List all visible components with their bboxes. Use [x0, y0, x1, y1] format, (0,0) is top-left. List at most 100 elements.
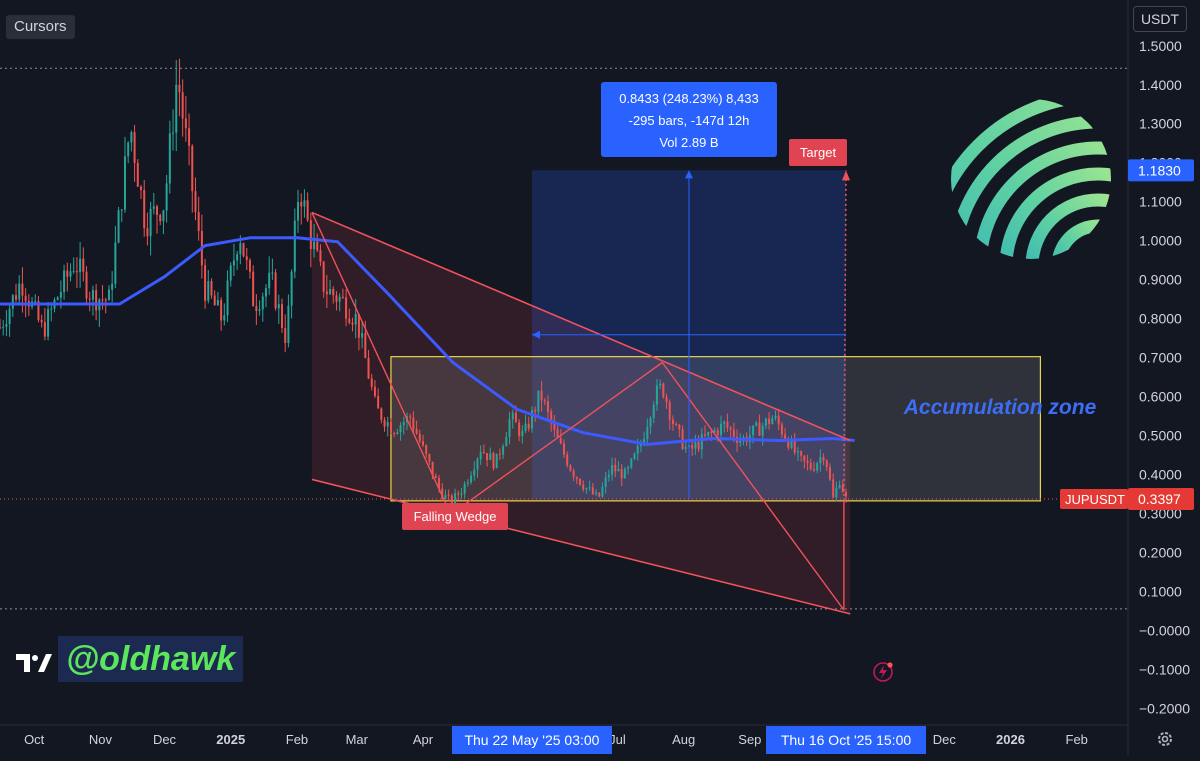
candle-body [24, 295, 27, 302]
candle-body [540, 390, 543, 401]
candle-body [665, 396, 668, 403]
candle-body [655, 385, 658, 405]
candle-body [425, 445, 428, 455]
candle-body [514, 412, 517, 423]
candle-body [47, 309, 50, 337]
candle-body [274, 272, 277, 309]
candle-body [264, 288, 267, 297]
candle-body [335, 295, 338, 302]
candle-body [402, 422, 405, 426]
candle-body [143, 189, 146, 229]
candle-body [543, 400, 546, 402]
candle-body [277, 304, 280, 309]
candle-body [521, 430, 524, 437]
candle-body [697, 442, 700, 450]
zigzag-segment [661, 362, 845, 611]
time-tick-label: Aug [672, 732, 695, 747]
candle-body [796, 451, 799, 453]
candle-body [303, 200, 306, 207]
candle-body [716, 430, 719, 436]
falling-wedge-label-bg [402, 503, 508, 530]
candle-body [633, 453, 636, 459]
candle-body [671, 419, 674, 425]
time-tick-label: Jul [609, 732, 626, 747]
candle-body [364, 333, 367, 358]
candle-body [546, 401, 549, 412]
candle-body [412, 417, 415, 430]
candle-body [460, 493, 463, 495]
candle-body [623, 468, 626, 479]
falling-wedge-label: Falling Wedge [414, 509, 497, 524]
candle-body [79, 258, 82, 273]
candle-body [223, 315, 226, 321]
candle-body [123, 156, 126, 210]
candle-body [204, 265, 207, 301]
symbol-tag-bg [1060, 489, 1128, 510]
candle-body [569, 465, 572, 471]
candle-body [72, 271, 75, 273]
currency-selector[interactable]: USDT [1133, 6, 1187, 32]
candle-body [784, 434, 787, 439]
candle-body [771, 418, 774, 424]
candle-body [255, 306, 258, 311]
candle-body [479, 452, 482, 460]
price-tick-label: 0.5000 [1139, 428, 1182, 444]
candle-body [271, 272, 274, 274]
candle-body [66, 270, 69, 277]
candle-body [393, 433, 396, 435]
candle-body [572, 470, 575, 478]
candle-body [457, 493, 460, 495]
candle-body [726, 421, 729, 428]
candle-body [604, 477, 607, 487]
cursors-button[interactable]: Cursors [6, 15, 75, 39]
candle-body [639, 444, 642, 447]
candle-body [787, 438, 790, 448]
candle-body [835, 487, 838, 498]
time-tick-label: Oct [24, 732, 45, 747]
candle-body [598, 492, 601, 497]
candle-body [450, 495, 453, 505]
candle-body [213, 295, 216, 306]
candle-body [534, 409, 537, 412]
candle-body [614, 465, 617, 472]
candle-body [780, 424, 783, 435]
candle-body [159, 215, 162, 222]
candle-body [601, 486, 604, 497]
candle-body [777, 415, 780, 425]
candle-body [140, 186, 142, 190]
wedge-lower-line [311, 478, 851, 615]
moving-average-line [0, 236, 855, 446]
candle-body [662, 383, 665, 397]
settings-gear-icon[interactable] [1156, 730, 1174, 748]
candle-body [710, 431, 713, 433]
candle-body [309, 220, 312, 250]
accumulation-zone-label: Accumulation zone [903, 396, 1097, 419]
candle-body [428, 454, 431, 462]
candle-body [69, 271, 72, 277]
candle-body [466, 482, 469, 484]
candle-body [845, 491, 847, 497]
candle-body [819, 457, 822, 464]
candle-body [652, 404, 655, 419]
candle-body [806, 460, 809, 463]
falling-wedge-area [311, 212, 851, 614]
candle-body [607, 474, 610, 478]
candle-body [245, 256, 248, 260]
candle-body [473, 469, 476, 476]
zigzag-segment [843, 170, 847, 501]
candle-body [585, 488, 588, 490]
price-tick-label: 1.1000 [1139, 194, 1182, 210]
target-label: Target [800, 145, 837, 160]
candle-body [476, 459, 479, 470]
candle-body [226, 280, 229, 316]
candle-body [152, 206, 155, 209]
candle-body [553, 423, 556, 430]
author-watermark: @oldhawk [58, 636, 244, 682]
symbol-tag: JUPUSDT [1065, 492, 1125, 507]
candle-body [700, 434, 703, 450]
flash-icon[interactable] [872, 661, 894, 683]
time-tick-label: Mar [346, 732, 369, 747]
candle-body [0, 327, 1, 329]
time-tick-label: 2025 [216, 732, 245, 747]
